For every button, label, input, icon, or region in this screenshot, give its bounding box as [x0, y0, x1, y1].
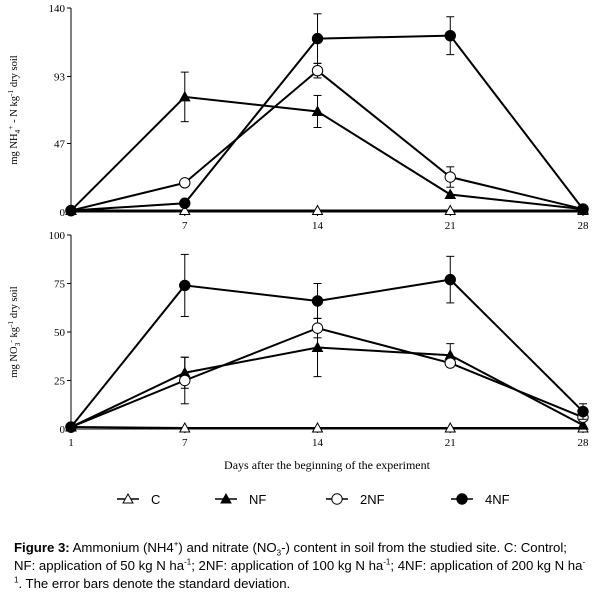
y-tick-label: 50 [54, 327, 66, 339]
series-line-C [70, 426, 583, 430]
x-tick-label: 28 [578, 220, 590, 232]
y-tick-label: 140 [49, 3, 66, 15]
point-4NF [179, 279, 191, 292]
series-line-4NF [70, 278, 584, 428]
nh4-chart: 0 47 93 140 7 14 21 28 mg NH4+ - N kg-1 dry soil [6, 3, 589, 232]
series-line-NF [70, 95, 584, 212]
y-axis-title-part: mg NO [9, 346, 20, 378]
y-axis-title-part: + [6, 125, 15, 129]
caption-sup-4: -1 [14, 557, 586, 585]
point-4NF [577, 405, 589, 418]
caption-text-6: . The error bars denote the standard dev… [18, 576, 291, 591]
point-C [178, 422, 191, 433]
point-4NF [577, 203, 589, 215]
caption-text-1: Ammonium (NH4 [69, 540, 174, 555]
y-axis-title-part: kg [9, 326, 20, 340]
legend-marker-4NF [456, 493, 468, 505]
legend-label-NF: NF [249, 492, 266, 507]
point-4NF [311, 295, 324, 307]
y-tick-label: 0 [60, 424, 66, 436]
caption-text-4: ; 2NF: application of 100 kg N ha [191, 558, 384, 573]
y-tick-label: 25 [54, 376, 66, 388]
y-tick-label: 75 [54, 279, 66, 291]
y-axis-title-part: mg NH [9, 133, 20, 165]
x-tick-label: 7 [182, 220, 188, 232]
series-line-NF [70, 346, 584, 428]
caption-sup-1: + [173, 539, 179, 549]
no3-chart: 0 25 50 75 100 1 7 14 21 28 mg NO3- kg-1 dry soil [6, 230, 589, 449]
legend-label-4NF: 4NF [485, 492, 510, 507]
x-tick-label: 7 [182, 437, 188, 449]
x-tick-label: 14 [312, 437, 324, 449]
y-axis-title-part: - N kg [9, 95, 20, 125]
point-4NF [444, 29, 456, 42]
point-NF [311, 341, 324, 353]
series-line-2NF [70, 327, 584, 428]
legend-marker-NF [220, 492, 232, 504]
x-tick-label: 14 [312, 220, 324, 232]
y-axis-title-part: dry soil [9, 55, 20, 90]
point-C [311, 422, 324, 433]
caption-sup-2: -1 [184, 557, 192, 567]
y-axis-title-part: -1 [6, 321, 15, 327]
y-axis-title-part: -1 [6, 90, 15, 96]
point-2NF [444, 171, 456, 183]
series-line-2NF [70, 69, 584, 212]
point-2NF [179, 374, 191, 387]
legend-label-2NF: 2NF [360, 492, 385, 507]
point-2NF [311, 64, 324, 77]
y-axis-title: mg NO3- kg-1 dry soil [6, 286, 22, 377]
y-axis-title-part: 4 [13, 129, 22, 133]
legend-marker-C [122, 492, 134, 504]
point-2NF [311, 322, 324, 334]
caption-text-5: ; 4NF: application of 200 kg N ha [390, 558, 583, 573]
point-C [444, 204, 457, 216]
point-4NF [65, 421, 77, 433]
point-4NF [444, 273, 456, 286]
caption-text-3: -) content in soil from the studied site… [14, 540, 567, 573]
point-C [444, 422, 457, 433]
point-C [178, 204, 191, 216]
series-line-4NF [70, 34, 584, 212]
y-axis-title-part: 3 [13, 342, 22, 346]
point-4NF [65, 204, 77, 217]
x-axis-title: Days after the beginning of the experime… [224, 458, 431, 472]
point-NF [444, 188, 457, 200]
caption-text-2: ) and nitrate (NO [178, 540, 277, 555]
point-C [311, 204, 324, 216]
caption-sup-3: -1 [383, 557, 391, 567]
point-NF [577, 419, 589, 430]
legend-marker-2NF [331, 493, 343, 505]
x-tick-label: 21 [445, 437, 456, 449]
y-axis-title: mg NH4+ - N kg-1 dry soil [6, 55, 22, 164]
point-4NF [179, 197, 191, 209]
point-2NF [179, 177, 191, 189]
legend-label-C: C [151, 492, 160, 507]
x-tick-label: 28 [578, 437, 590, 449]
y-axis-title-part: dry soil [9, 286, 20, 321]
x-tick-label: 1 [68, 437, 74, 449]
x-tick-label: 21 [445, 220, 456, 232]
caption-label: Figure 3: [14, 540, 70, 555]
point-4NF [311, 32, 324, 45]
y-axis-title-part: - [6, 340, 15, 343]
y-tick-label: 0 [60, 207, 66, 219]
point-NF [311, 105, 324, 116]
y-tick-label: 47 [54, 139, 66, 151]
y-tick-label: 93 [54, 71, 66, 83]
figure-caption: Figure 3: Ammonium (NH4+) and nitrate (N… [14, 539, 586, 593]
point-NF [178, 90, 191, 102]
point-2NF [444, 357, 456, 369]
caption-sub-1: 3 [276, 548, 282, 558]
y-tick-label: 100 [49, 230, 66, 242]
legend: C NF 2NF 4NF [117, 492, 510, 507]
